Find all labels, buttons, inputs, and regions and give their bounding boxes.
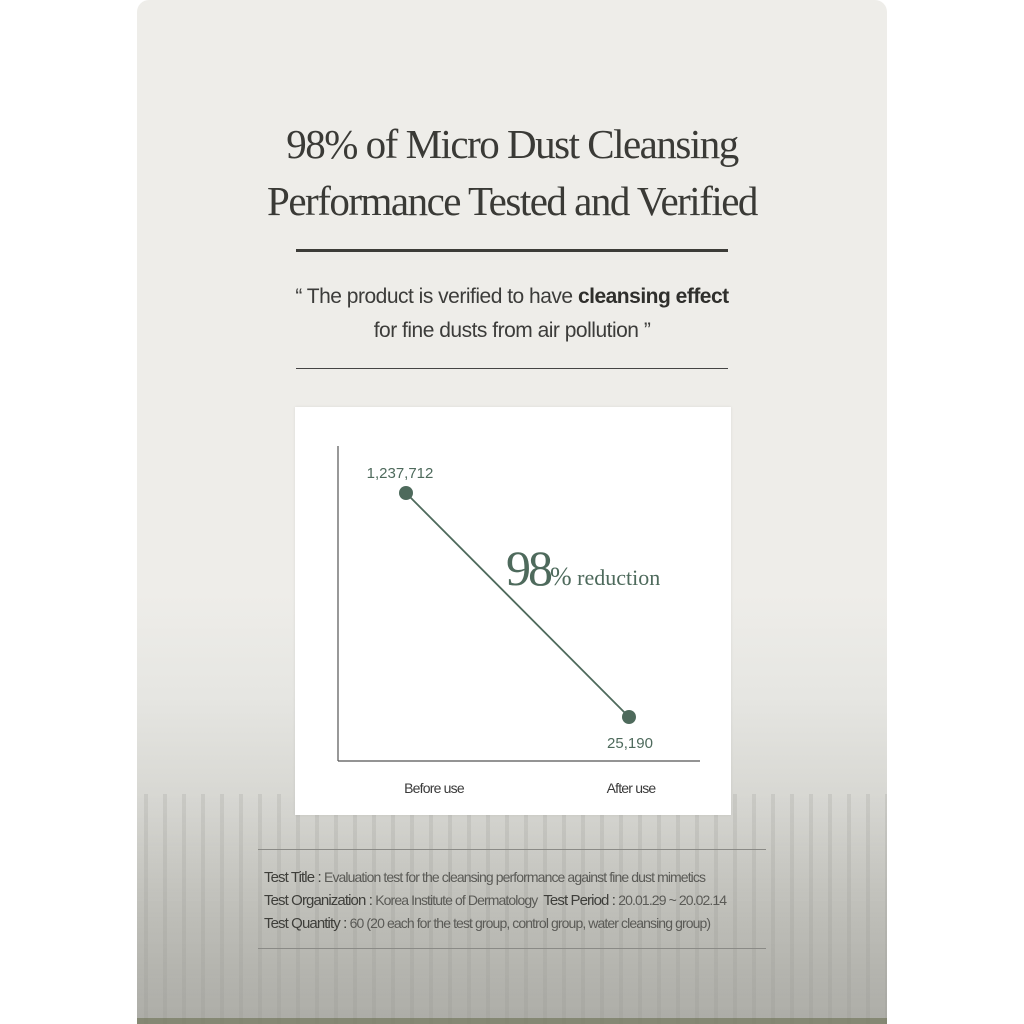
quote-bold: cleansing effect	[577, 285, 729, 308]
test-org-value: Korea Institute of Dermatology	[375, 892, 538, 908]
data-point-before	[399, 486, 413, 500]
info-divider-bottom	[258, 948, 766, 949]
annotation-text: reduction	[572, 565, 661, 590]
page-title: 98% of Micro Dust Cleansing Performance …	[137, 116, 887, 230]
quote-text: “ The product is verified to have	[295, 285, 578, 308]
data-label-before: 1,237,712	[367, 465, 434, 482]
test-quantity-key: Test Quantity :	[264, 915, 350, 932]
title-line-1: 98% of Micro Dust Cleansing	[286, 121, 739, 167]
test-info: Test Title : Evaluation test for the cle…	[264, 866, 727, 935]
test-quantity-value: 60 (20 each for the test group, control …	[349, 915, 711, 931]
product-detail-panel: 98% of Micro Dust Cleansing Performance …	[137, 0, 887, 1024]
quote: “ The product is verified to have cleans…	[137, 280, 887, 348]
quote-line-2: for fine dusts from air pollution ”	[373, 319, 651, 342]
test-org-key: Test Organization :	[264, 892, 376, 909]
chart-card: 1,237,712 25,190 98% reduction Before us…	[295, 407, 731, 815]
divider-thick	[296, 249, 728, 252]
title-line-2: Performance Tested and Verified	[267, 178, 758, 224]
test-period-key: Test Period :	[543, 892, 619, 909]
line-chart: 1,237,712 25,190 98% reduction Before us…	[337, 446, 700, 796]
test-period-value: 20.01.29 ~ 20.02.14	[618, 892, 727, 908]
test-title-key: Test Title :	[264, 869, 324, 886]
x-tick-label-before: Before use	[404, 780, 465, 796]
reduction-annotation: 98% reduction	[506, 540, 660, 596]
x-tick-label-after: After use	[607, 780, 657, 796]
annotation-percent: %	[550, 562, 572, 591]
info-divider-top	[258, 849, 766, 850]
series-line	[405, 492, 630, 718]
data-label-after: 25,190	[607, 735, 653, 752]
divider-thin	[296, 368, 728, 369]
annotation-number: 98	[506, 540, 552, 596]
bottom-strip	[137, 1018, 887, 1024]
data-point-after	[622, 710, 636, 724]
cityscape-background	[137, 794, 887, 1024]
test-title-value: Evaluation test for the cleansing perfor…	[324, 869, 706, 885]
